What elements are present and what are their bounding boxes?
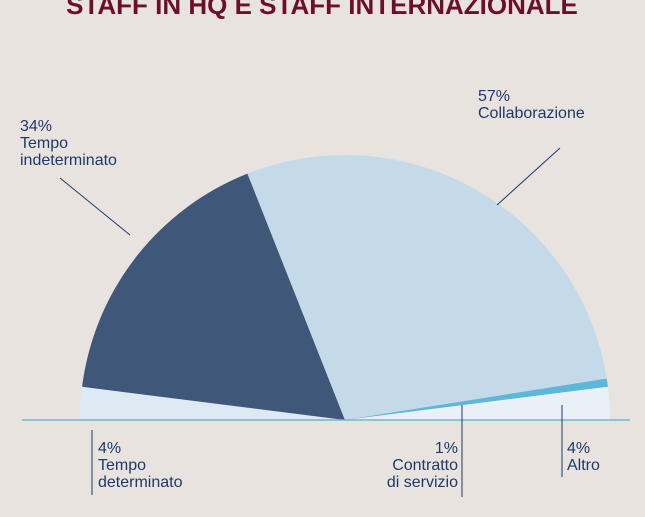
slice-label: 4% Altro [567,440,600,474]
value-label: 4% [567,440,591,457]
slice-label: 57% Collaborazione [478,88,585,122]
value-label: 57% [478,88,511,105]
category-label: Altro [567,457,600,474]
slice [80,386,345,420]
slice-label: 34% Tempo indeterminato [20,118,117,169]
value-label: 1% [434,440,458,457]
slice [82,173,346,420]
slice-label: 1% Contratto di servizio [387,440,458,491]
slice [345,378,608,420]
leader-line [59,177,131,236]
category-label: Contratto di servizio [386,457,458,491]
leader-line [496,147,561,206]
slice [345,386,610,420]
value-label: 34% [20,118,53,135]
category-label: Collaborazione [478,105,585,122]
chart-title: STAFF IN HQ E STAFF INTERNAZIONALE [66,0,578,20]
category-label: Tempo indeterminato [20,135,117,169]
category-label: Tempo determinato [98,457,183,491]
value-label: 4% [98,440,122,457]
slice [247,154,607,420]
slice-label: 4% Tempo determinato [98,440,183,491]
